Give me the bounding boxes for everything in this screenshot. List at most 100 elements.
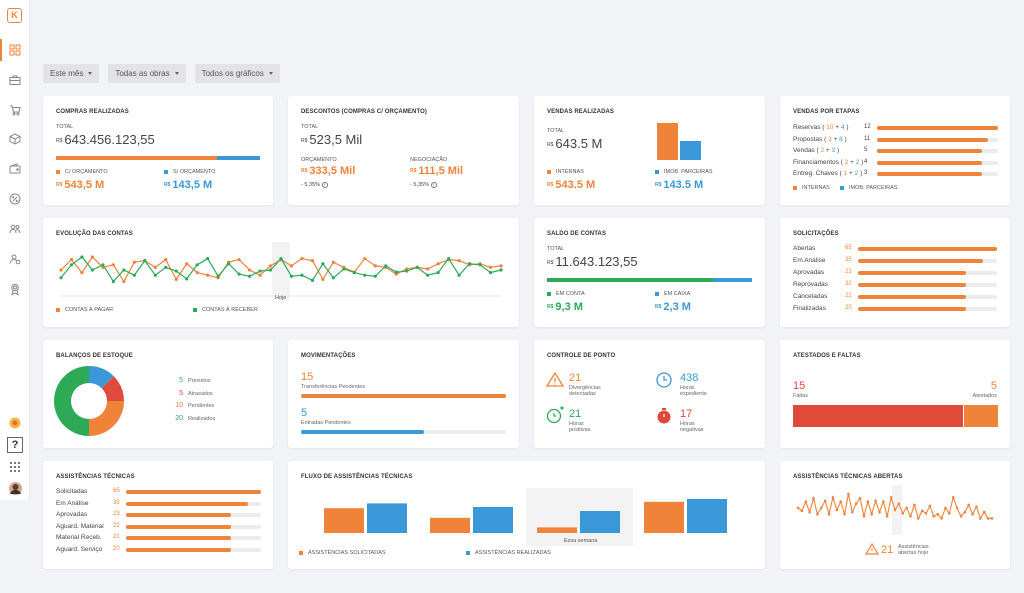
data-point bbox=[932, 515, 936, 518]
card-abertas[interactable]: Assistências técnicas abertas 21 Assistê… bbox=[780, 461, 1010, 569]
card-movimentacoes[interactable]: Movimentações 15 Transferências Pendente… bbox=[288, 340, 519, 448]
card-fluxo[interactable]: Fluxo de assistências técnicas Essa sema… bbox=[288, 461, 765, 569]
card-atestados[interactable]: Atestados e faltas 15 Faltas 5 Atestados bbox=[780, 340, 1010, 448]
data-point bbox=[909, 515, 912, 518]
card-etapas[interactable]: Vendas por etapas INTERNAS IMOB. PARCEIR… bbox=[780, 96, 1010, 205]
bar-internas bbox=[657, 123, 678, 160]
logo[interactable]: K bbox=[7, 8, 22, 23]
card-evolucao[interactable]: Evolução das contas Hoje CONTAS À PAGAR … bbox=[43, 218, 519, 327]
neg-label: Horas negativas bbox=[680, 421, 704, 433]
card-saldo[interactable]: Saldo de contas TOTAL R$ 11.643.123,55 EM… bbox=[534, 218, 765, 327]
data-point bbox=[195, 271, 199, 275]
etapa-row: Vendas ( 2 + 3 ) bbox=[793, 147, 840, 154]
filter-period[interactable]: Este mês bbox=[43, 64, 100, 83]
data-point bbox=[206, 273, 210, 277]
data-point bbox=[69, 258, 74, 262]
help-icon[interactable]: ? bbox=[7, 437, 23, 453]
warning-icon bbox=[864, 542, 880, 555]
entry-label: Entradas Pendentes bbox=[301, 420, 351, 426]
card-descontos[interactable]: Descontos (compras c/ orçamento) TOTAL R… bbox=[288, 96, 519, 205]
data-point bbox=[300, 256, 304, 261]
card-ponto[interactable]: Controle de ponto 21 Divergências detecta… bbox=[534, 340, 765, 448]
data-point bbox=[963, 510, 967, 514]
data-point bbox=[122, 279, 126, 284]
filter-period-label: Este mês bbox=[50, 69, 84, 78]
data-point bbox=[216, 274, 220, 278]
exp-label: Horas expediente bbox=[680, 385, 707, 397]
wallet-icon[interactable] bbox=[7, 161, 23, 177]
etapa-total: 12 bbox=[864, 124, 871, 130]
legend-caixa: EM CAIXA bbox=[655, 291, 690, 297]
user-badge-icon[interactable] bbox=[7, 415, 23, 431]
filter-bar: Este mês Todas as obras Todos os gráfico… bbox=[43, 64, 280, 83]
card-title: Assistências técnicas abertas bbox=[793, 474, 903, 480]
box-icon[interactable] bbox=[7, 131, 23, 147]
filter-charts[interactable]: Todos os gráficos bbox=[194, 64, 280, 83]
orc-label: ORÇAMENTO bbox=[301, 157, 337, 163]
stock-label: Atrasados bbox=[188, 390, 213, 397]
etapa-bar bbox=[877, 172, 998, 176]
filter-works-label: Todas as obras bbox=[115, 69, 170, 78]
card-compras[interactable]: Compras realizadas TOTAL R$ 643.456.123,5… bbox=[43, 96, 273, 205]
percent-icon[interactable] bbox=[7, 191, 23, 207]
card-vendas[interactable]: Vendas realizadas TOTAL R$ 643.5 M INTERN… bbox=[534, 96, 765, 205]
imob-value: R$ 143.5 M bbox=[655, 179, 704, 191]
cart-icon[interactable] bbox=[7, 102, 23, 118]
card-assistencias[interactable]: Assistências técnicas Solicitadas 65 Em An… bbox=[43, 461, 273, 569]
etapa-total: 3 bbox=[864, 170, 868, 176]
split-bar bbox=[547, 278, 752, 282]
data-point bbox=[901, 512, 905, 515]
data-point bbox=[940, 517, 943, 520]
data-point bbox=[153, 273, 157, 277]
data-point bbox=[916, 517, 920, 520]
chevron-down-icon bbox=[268, 72, 273, 75]
card-estoque[interactable]: Balanços de estoque 5 Previstos 5 Atrasados… bbox=[43, 340, 273, 448]
data-point bbox=[268, 264, 273, 268]
row-value: 35 bbox=[845, 257, 852, 263]
fluxo-bar bbox=[473, 507, 513, 533]
row-label: Em Análise bbox=[56, 499, 89, 507]
legend-sol: ASSISTÊNCIAS SOLICITADAS bbox=[299, 550, 386, 556]
data-point bbox=[866, 500, 870, 503]
legend-c: C/ ORÇAMENTO bbox=[56, 169, 108, 175]
data-point bbox=[122, 268, 126, 272]
data-point bbox=[80, 271, 84, 275]
dashboard-icon[interactable] bbox=[0, 39, 23, 61]
data-point bbox=[331, 276, 335, 280]
settings-user-icon[interactable] bbox=[7, 251, 23, 267]
award-icon[interactable] bbox=[7, 281, 23, 297]
abertas-value: 21 bbox=[881, 544, 894, 556]
total-value: R$ 643.5 M bbox=[547, 136, 603, 151]
card-title: Movimentações bbox=[301, 353, 356, 359]
fluxo-bar bbox=[430, 517, 470, 533]
data-point bbox=[975, 505, 978, 508]
avatar[interactable] bbox=[7, 480, 23, 496]
data-point bbox=[897, 502, 901, 505]
exp-value: 438 bbox=[680, 372, 699, 384]
data-point bbox=[384, 264, 388, 268]
data-point bbox=[310, 259, 315, 263]
data-point bbox=[132, 273, 136, 277]
stock-donut bbox=[54, 366, 124, 436]
data-point bbox=[268, 268, 273, 272]
data-point bbox=[835, 508, 839, 512]
row-bar bbox=[858, 247, 997, 251]
filter-works[interactable]: Todas as obras bbox=[108, 64, 186, 83]
card-solicitacoes[interactable]: Solicitações Abertas 65 Em Análise 35 Aprova… bbox=[780, 218, 1010, 327]
data-point bbox=[447, 256, 451, 261]
row-value: 22 bbox=[113, 522, 120, 529]
fluxo-bar bbox=[537, 527, 577, 533]
data-point bbox=[258, 273, 262, 277]
apps-icon[interactable] bbox=[7, 459, 23, 475]
data-point bbox=[457, 273, 461, 277]
briefcase-icon[interactable] bbox=[7, 72, 23, 88]
data-point bbox=[227, 262, 231, 266]
total-label: TOTAL bbox=[301, 124, 319, 130]
data-point bbox=[951, 496, 955, 499]
data-point bbox=[436, 271, 440, 275]
data-point bbox=[373, 274, 377, 278]
people-icon[interactable] bbox=[7, 221, 23, 237]
data-point bbox=[331, 260, 335, 264]
data-point bbox=[80, 255, 84, 259]
row-label: Em Análise bbox=[793, 257, 826, 264]
